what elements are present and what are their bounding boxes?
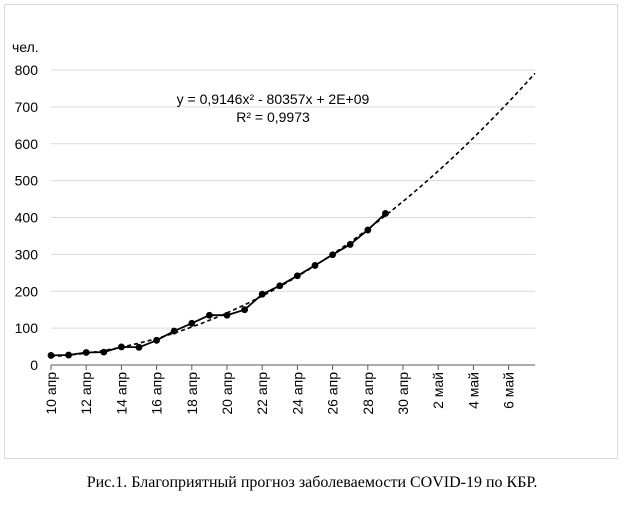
y-tick-label: 500	[15, 173, 39, 189]
trend-r2: R² = 0,9973	[236, 109, 310, 125]
y-tick-label: 400	[15, 210, 39, 226]
x-tick-label: 10 апр	[43, 372, 59, 415]
data-point	[100, 348, 108, 356]
data-point	[47, 352, 55, 359]
x-tick-label: 28 апр	[360, 372, 376, 415]
observed-line	[50, 212, 387, 357]
data-point	[206, 311, 213, 319]
trend-equation: y = 0,9146x² - 80357x + 2E+09	[177, 91, 370, 107]
x-tick-label: 2 май	[430, 372, 446, 409]
x-tick-label: 18 апр	[184, 372, 200, 415]
data-point	[82, 349, 90, 356]
x-tick-label: 22 апр	[254, 372, 270, 415]
x-tick-label: 26 апр	[325, 372, 341, 415]
x-tick-label: 6 май	[501, 372, 517, 409]
data-point	[223, 311, 231, 319]
x-tick-label: 30 апр	[395, 372, 411, 415]
y-tick-labels: 0 100 200 300 400 500 600 700 800	[15, 62, 39, 373]
data-point	[311, 262, 319, 269]
data-point	[329, 251, 336, 259]
y-tick-label: 100	[15, 320, 39, 336]
data-point	[294, 272, 301, 280]
data-point	[364, 226, 372, 234]
x-tick-label: 16 апр	[149, 372, 165, 415]
y-tick-label: 300	[15, 246, 39, 262]
observed-layer	[47, 210, 389, 359]
figure-caption: Рис.1. Благоприятный прогноз заболеваемо…	[86, 474, 538, 491]
y-tick-label: 700	[15, 99, 39, 115]
x-tick-label: 20 апр	[219, 372, 235, 415]
data-point	[276, 282, 284, 290]
chart-frame	[4, 4, 618, 459]
x-tick-labels: 10 апр 12 апр 14 апр 16 апр 18 апр 20 апр 22 а…	[43, 372, 517, 415]
y-axis-unit: чел.	[12, 39, 39, 55]
y-tick-label: 600	[15, 136, 39, 152]
data-point	[188, 319, 196, 327]
x-tick-label: 4 май	[465, 372, 481, 409]
data-point	[170, 327, 178, 335]
y-tick-label: 0	[30, 357, 38, 373]
data-point	[346, 241, 354, 248]
x-tick-label: 24 апр	[289, 372, 305, 415]
x-tick-label: 12 апр	[78, 372, 94, 415]
y-tick-label: 200	[15, 283, 39, 299]
data-point	[382, 210, 389, 217]
x-tick-label: 14 апр	[113, 372, 129, 415]
grid-lines	[51, 69, 535, 329]
data-point	[153, 336, 161, 344]
data-point	[135, 343, 143, 351]
data-point	[118, 343, 125, 351]
data-point	[65, 351, 72, 359]
data-point	[258, 290, 266, 298]
data-point	[241, 306, 249, 314]
y-tick-label: 800	[15, 62, 39, 78]
axes	[50, 364, 535, 370]
